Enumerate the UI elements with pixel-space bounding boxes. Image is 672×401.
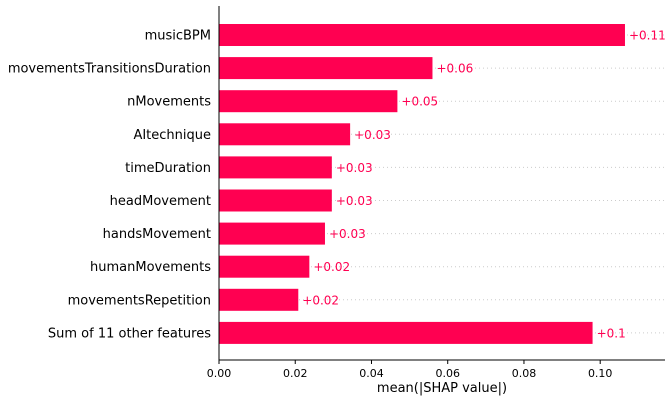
value-label: +0.06 — [436, 62, 473, 76]
gridlines — [219, 34, 665, 334]
value-label: +0.02 — [302, 293, 339, 307]
category-label: timeDuration — [125, 161, 211, 176]
x-tick-label: 0.06 — [435, 367, 460, 380]
bars — [219, 24, 625, 344]
category-label: movementsTransitionsDuration — [8, 62, 211, 77]
bar — [219, 57, 433, 80]
category-label: movementsRepetition — [68, 293, 211, 308]
category-label: AItechnique — [133, 128, 211, 143]
value-label: +0.05 — [401, 95, 438, 109]
bar — [219, 156, 332, 179]
value-labels: +0.11 +0.06 +0.05 +0.03 +0.03 +0.03 +0.03 +0.02… — [302, 29, 665, 341]
value-label: +0.03 — [329, 227, 366, 241]
category-labels: musicBPM movementsTransitionsDuration nMov… — [8, 29, 211, 342]
bar — [219, 288, 299, 311]
value-label: +0.03 — [354, 128, 391, 142]
x-ticks: 0.00 0.02 0.04 0.06 0.08 0.10 — [207, 360, 613, 380]
x-tick-label: 0.04 — [359, 367, 384, 380]
bar — [219, 321, 593, 344]
category-label: handsMovement — [103, 227, 211, 242]
bar — [219, 123, 351, 146]
bar — [219, 24, 625, 46]
category-label: headMovement — [110, 194, 211, 209]
value-label: +0.11 — [629, 29, 666, 43]
category-label: musicBPM — [145, 29, 211, 44]
category-label: humanMovements — [90, 260, 211, 275]
value-label: +0.03 — [336, 161, 373, 175]
value-label: +0.02 — [313, 260, 350, 274]
x-tick-label: 0.10 — [588, 367, 613, 380]
bar — [219, 189, 332, 212]
bar — [219, 222, 325, 245]
value-label: +0.03 — [336, 194, 373, 208]
x-tick-label: 0.02 — [283, 367, 308, 380]
x-tick-label: 0.08 — [512, 367, 537, 380]
bar — [219, 255, 310, 278]
category-label: nMovements — [127, 95, 211, 110]
value-label: +0.1 — [597, 326, 626, 340]
x-axis-title: mean(|SHAP value|) — [377, 381, 507, 396]
category-label: Sum of 11 other features — [48, 326, 211, 341]
bar — [219, 90, 398, 113]
axes — [218, 6, 665, 361]
x-tick-label: 0.00 — [207, 367, 232, 380]
